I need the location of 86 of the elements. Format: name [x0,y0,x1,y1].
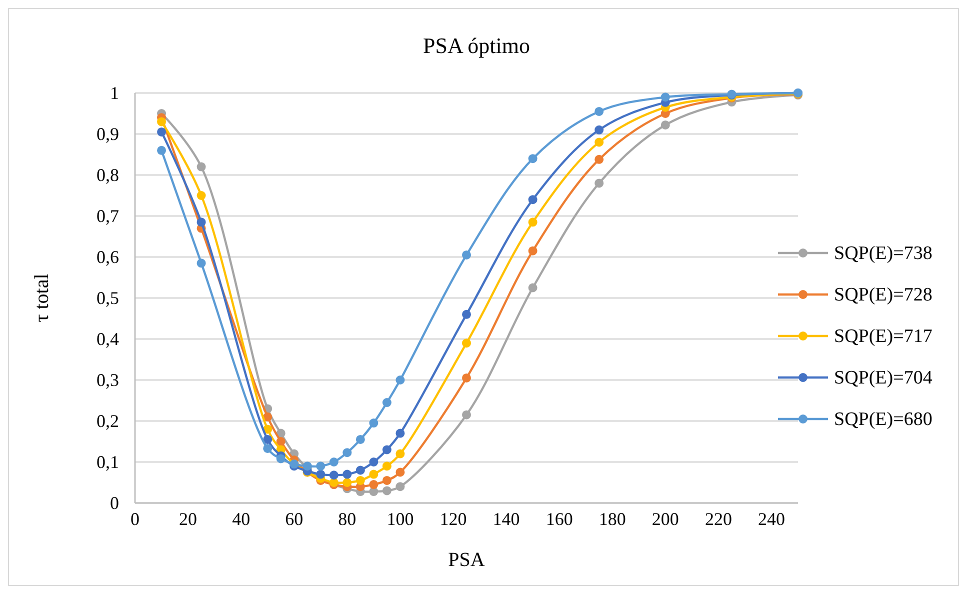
point [329,478,338,487]
chart-title: PSA óptimo [423,33,530,58]
y-axis-title: τ total [31,273,53,322]
point [528,154,538,164]
point [157,146,166,155]
point [396,449,405,458]
point [196,191,206,200]
point [329,458,338,466]
x-tick-label: 200 [652,509,679,529]
point [594,106,604,116]
point [396,482,405,492]
point [369,458,378,466]
point [528,218,538,227]
point [356,434,365,444]
point [660,92,670,102]
x-tick-label: 40 [232,509,250,529]
x-tick-label: 240 [758,509,785,529]
point [157,117,166,126]
y-tick-label: 0,1 [96,452,119,472]
y-tick-label: 1 [110,83,119,103]
point [594,125,604,134]
x-tick-label: 120 [440,509,467,529]
point [196,258,206,268]
point [462,250,471,260]
point [316,462,326,471]
point [594,154,604,164]
y-tick-label: 0,4 [96,329,119,349]
x-tick-label: 0 [130,509,140,529]
x-tick-label: 160 [546,509,573,529]
legend-label: SQP(E)=704 [834,368,933,388]
point [157,127,166,136]
point [382,445,392,454]
point [342,478,352,487]
point [594,178,604,188]
point [342,448,352,458]
point [263,434,272,444]
x-tick-label: 100 [386,509,414,529]
point [382,486,392,496]
x-tick-label: 220 [704,509,732,529]
x-tick-label: 180 [598,509,626,529]
point [528,283,538,292]
point [382,476,392,485]
legend-label: SQP(E)=680 [834,409,932,430]
point [382,398,392,408]
point [369,480,378,490]
point [196,218,206,227]
point [356,466,365,475]
point [263,444,272,453]
point [369,418,378,428]
point [316,470,326,479]
y-tick-label: 0,9 [96,124,119,144]
point [396,468,405,477]
point [462,410,471,420]
point [396,428,405,438]
point [369,470,378,479]
point [276,437,286,446]
point [396,376,405,384]
y-tick-label: 0,2 [96,411,119,431]
point [196,162,206,172]
y-tick-label: 0,8 [96,165,119,185]
x-axis-title: PSA [448,549,486,571]
point [462,338,471,348]
legend-label: SQP(E)=738 [834,243,932,264]
point [528,195,538,204]
x-tick-label: 20 [179,509,198,529]
legend-label: SQP(E)=728 [834,284,932,306]
point [594,138,604,147]
point [276,454,286,464]
y-tick-label: 0,7 [96,206,119,226]
point [329,470,338,480]
point [660,120,670,130]
x-tick-label: 60 [285,509,304,529]
y-tick-label: 0 [110,493,119,513]
point [356,476,365,485]
legend-label: SQP(E)=717 [834,326,932,347]
point [382,462,392,471]
y-tick-label: 0,3 [96,370,119,390]
y-tick-label: 0,5 [96,288,119,308]
point [263,412,272,422]
x-tick-label: 140 [492,509,520,529]
point [528,246,538,256]
point [462,310,471,319]
x-tick-label: 80 [338,509,356,529]
point [342,470,352,479]
y-tick-label: 0,6 [96,247,119,267]
point [462,373,471,382]
